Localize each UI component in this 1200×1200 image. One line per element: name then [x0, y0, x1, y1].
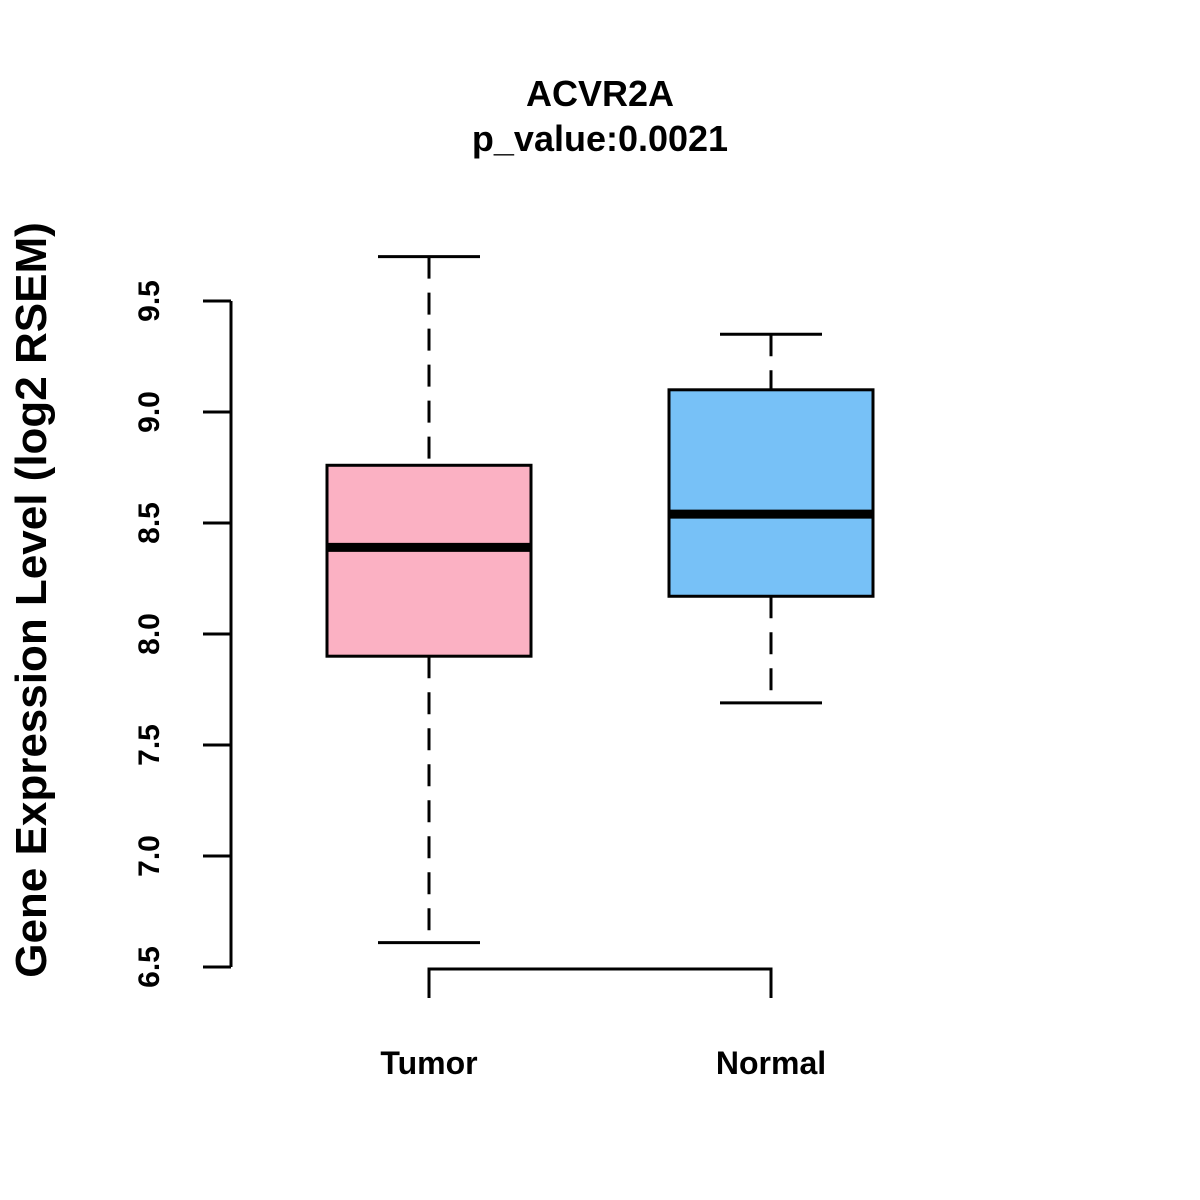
x-label-normal: Normal	[716, 1045, 826, 1081]
y-axis-label: Gene Expression Level (log2 RSEM)	[7, 222, 56, 978]
y-tick-label: 7.5	[133, 724, 166, 766]
y-tick-label: 6.5	[133, 946, 166, 988]
y-axis: 6.5 7.0 7.5 8.0 8.5 9.0 9.5	[133, 280, 233, 988]
x-label-tumor: Tumor	[380, 1045, 477, 1081]
box-tumor	[325, 255, 533, 945]
y-tick-label: 8.5	[133, 502, 166, 544]
bracket-line	[427, 967, 773, 998]
chart-subtitle: p_value:0.0021	[472, 118, 728, 159]
box-normal	[667, 332, 875, 705]
iqr-box	[667, 388, 875, 598]
y-tick-label: 9.0	[133, 391, 166, 433]
significance-bracket	[427, 967, 773, 998]
y-tick-label: 9.5	[133, 280, 166, 322]
chart-title: ACVR2A	[526, 73, 674, 114]
x-axis-labels: Tumor Normal	[380, 1045, 826, 1081]
y-tick-label: 8.0	[133, 613, 166, 655]
iqr-box	[325, 463, 533, 658]
boxes-layer	[325, 255, 875, 945]
y-tick-label: 7.0	[133, 835, 166, 877]
